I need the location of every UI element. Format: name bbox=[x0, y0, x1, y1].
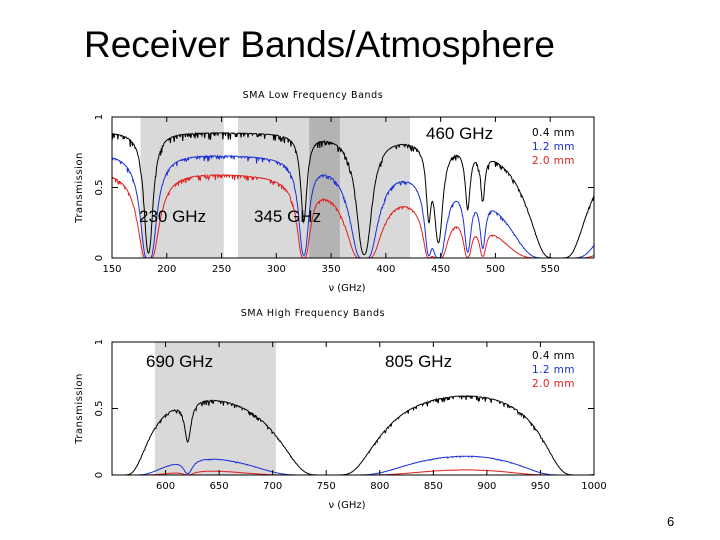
x-tick-label: 550 bbox=[541, 264, 560, 275]
band-label-230: 230 GHz bbox=[139, 207, 207, 226]
x-axis-label: ν (GHz) bbox=[328, 283, 365, 294]
x-tick-label: 450 bbox=[431, 264, 450, 275]
series-line-20mm bbox=[112, 173, 594, 258]
x-tick-label: 150 bbox=[102, 264, 121, 275]
legend-entry: 1.2 mm bbox=[532, 364, 575, 376]
x-tick-label: 200 bbox=[157, 264, 176, 275]
y-tick-label: 0 bbox=[94, 472, 105, 478]
series-line-12mm bbox=[112, 455, 594, 475]
x-tick-label: 850 bbox=[424, 481, 443, 492]
x-tick-label: 950 bbox=[531, 481, 550, 492]
high-frequency-chart: 600 650 700 750 800 850 900 950 1000 0 0.5 1 SMA Hig… bbox=[74, 308, 607, 511]
y-tick-label: 1 bbox=[94, 339, 105, 345]
band-label-690: 690 GHz bbox=[146, 352, 214, 371]
x-tick-label: 650 bbox=[210, 481, 229, 492]
legend-entry: 0.4 mm bbox=[532, 350, 575, 362]
y-tick-label: 0.5 bbox=[94, 401, 105, 417]
x-tick-label: 400 bbox=[376, 264, 395, 275]
series-line-12mm bbox=[112, 154, 594, 258]
band-label-345: 345 GHz bbox=[254, 207, 322, 226]
x-tick-label: 700 bbox=[263, 481, 282, 492]
page-number: 6 bbox=[667, 514, 675, 529]
chart-title: SMA High Frequency Bands bbox=[241, 308, 385, 319]
band-label-805: 805 GHz bbox=[385, 352, 453, 371]
x-tick-label: 800 bbox=[370, 481, 389, 492]
x-tick-label: 750 bbox=[317, 481, 336, 492]
legend-entry: 2.0 mm bbox=[532, 378, 575, 390]
series-line-04mm bbox=[112, 131, 594, 258]
x-tick-label: 1000 bbox=[581, 481, 606, 492]
x-tick-label: 900 bbox=[477, 481, 496, 492]
series-line-20mm bbox=[112, 469, 594, 475]
chart-title: SMA Low Frequency Bands bbox=[243, 90, 384, 101]
y-axis-label: Transmission bbox=[74, 373, 85, 445]
y-tick-label: 0 bbox=[94, 255, 105, 261]
legend-entry: 1.2 mm bbox=[532, 141, 575, 153]
low-frequency-chart: 150 200 250 300 350 400 450 500 550 0 0.5 1 SMA Low … bbox=[74, 90, 595, 294]
x-tick-label: 350 bbox=[322, 264, 341, 275]
band-label-460: 460 GHz bbox=[426, 124, 494, 143]
x-tick-label: 300 bbox=[267, 264, 286, 275]
y-axis-label: Transmission bbox=[74, 152, 85, 224]
y-tick-label: 0.5 bbox=[94, 180, 105, 196]
slide-title: Receiver Bands/Atmosphere bbox=[84, 24, 555, 65]
x-tick-label: 600 bbox=[156, 481, 175, 492]
legend-entry: 0.4 mm bbox=[532, 127, 575, 139]
band-shade-0 bbox=[154, 342, 276, 475]
legend-entry: 2.0 mm bbox=[532, 155, 575, 167]
y-tick-label: 1 bbox=[94, 114, 105, 120]
x-tick-label: 500 bbox=[486, 264, 505, 275]
series-line-04mm bbox=[112, 395, 594, 475]
x-axis-label: ν (GHz) bbox=[328, 500, 365, 511]
x-tick-label: 250 bbox=[212, 264, 231, 275]
